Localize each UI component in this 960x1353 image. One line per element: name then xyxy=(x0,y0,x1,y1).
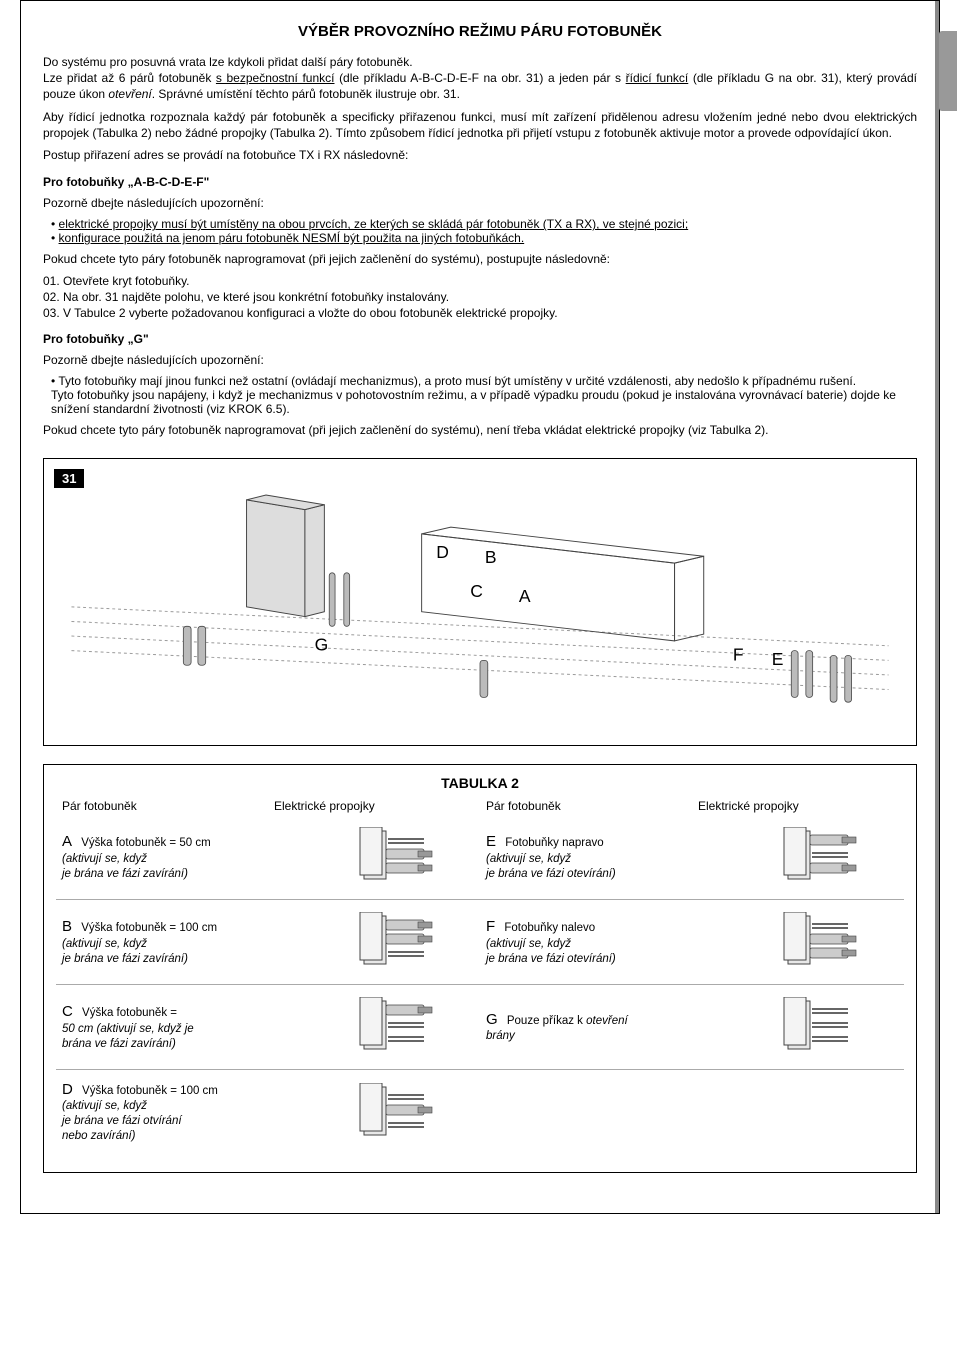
intro-paragraph-2: Aby řídicí jednotka rozpoznala každý pár… xyxy=(43,109,917,141)
sub1-b1-text: elektrické propojky musí být umístěny na… xyxy=(59,217,689,231)
sub2-bullet-1: Tyto fotobuňky mají jinou funkci než ost… xyxy=(51,374,917,416)
jumper-icon xyxy=(315,912,480,971)
subsection-abcdef-title: Pro fotobuňky „A-B-C-D-E-F" xyxy=(43,175,917,189)
table-row: A Výška fotobuněk = 50 cm(aktivují se, k… xyxy=(56,815,904,900)
fig-label-C: C xyxy=(470,581,483,601)
figure-31: 31 xyxy=(43,458,917,746)
intro-1a: Do systému pro posuvná vrata lze kdykoli… xyxy=(43,55,413,69)
fig-label-F: F xyxy=(733,644,744,664)
intro-paragraph-1: Do systému pro posuvná vrata lze kdykoli… xyxy=(43,54,917,103)
sub1-p2: Pokud chcete tyto páry fotobuněk naprogr… xyxy=(43,251,917,267)
th-pair-right: Pár fotobuněk xyxy=(480,797,692,815)
table-2-title: TABULKA 2 xyxy=(56,775,904,791)
page: VÝBĚR PROVOZNÍHO REŽIMU PÁRU FOTOBUNĚK D… xyxy=(20,0,940,1214)
jumper-icon xyxy=(739,827,904,886)
intro-1-i1: otevření xyxy=(108,87,151,101)
th-pair-left: Pár fotobuněk xyxy=(56,797,268,815)
sub2-b1a: Tyto fotobuňky mají jinou funkci než ost… xyxy=(58,374,856,388)
sub1-bullet-2: konfigurace použitá na jenom páru fotobu… xyxy=(51,231,917,245)
sub1-step-2: 02. Na obr. 31 najděte polohu, ve které … xyxy=(43,290,917,304)
sub1-lead: Pozorně dbejte následujících upozornění: xyxy=(43,195,917,211)
fig-label-A: A xyxy=(519,586,531,606)
pair-cell: E Fotobuňky napravo(aktivují se, kdyžje … xyxy=(480,832,739,881)
sub1-bullet-1: elektrické propojky musí být umístěny na… xyxy=(51,217,917,231)
fig-label-E: E xyxy=(772,649,784,669)
fig-label-B: B xyxy=(485,547,497,567)
jumper-icon xyxy=(315,827,480,886)
pair-cell: B Výška fotobuněk = 100 cm(aktivují se, … xyxy=(56,917,315,966)
sub2-b1b: Tyto fotobuňky jsou napájeny, i když je … xyxy=(51,388,896,416)
sub2-bullets: Tyto fotobuňky mají jinou funkci než ost… xyxy=(51,374,917,416)
jumper-icon xyxy=(315,1083,480,1142)
intro-1-u2: řídicí funkcí xyxy=(626,71,689,85)
table-row: C Výška fotobuněk =50 cm (aktivují se, k… xyxy=(56,985,904,1070)
pair-cell: A Výška fotobuněk = 50 cm(aktivují se, k… xyxy=(56,832,315,881)
table-rows-container: A Výška fotobuněk = 50 cm(aktivují se, k… xyxy=(56,815,904,1154)
table-header-row: Pár fotobuněk Elektrické propojky Pár fo… xyxy=(56,797,904,815)
figure-31-svg: D B C A G F E xyxy=(52,467,908,737)
sub1-step-3: 03. V Tabulce 2 vyberte požadovanou konf… xyxy=(43,306,917,320)
side-tab xyxy=(939,31,957,111)
intro-paragraph-3: Postup přiřazení adres se provádí na fot… xyxy=(43,147,917,163)
page-title: VÝBĚR PROVOZNÍHO REŽIMU PÁRU FOTOBUNĚK xyxy=(43,23,917,40)
fig-label-G: G xyxy=(315,635,329,655)
intro-1b: Lze přidat až 6 párů fotobuněk xyxy=(43,71,216,85)
pair-cell: F Fotobuňky nalevo(aktivují se, kdyžje b… xyxy=(480,917,739,966)
intro-1c: (dle příkladu A-B-C-D-E-F na obr. 31) a … xyxy=(334,71,625,85)
intro-1-u1: s bezpečnostní funkcí xyxy=(216,71,335,85)
sub2-lead: Pozorně dbejte následujících upozornění: xyxy=(43,352,917,368)
table-row: B Výška fotobuněk = 100 cm(aktivují se, … xyxy=(56,900,904,985)
sub2-p2: Pokud chcete tyto páry fotobuněk naprogr… xyxy=(43,422,917,438)
table-row: D Výška fotobuněk = 100 cm(aktivují se, … xyxy=(56,1070,904,1154)
jumper-icon xyxy=(739,912,904,971)
fig-label-D: D xyxy=(436,542,449,562)
th-jumper-right: Elektrické propojky xyxy=(692,797,904,815)
sub1-step-1: 01. Otevřete kryt fotobuňky. xyxy=(43,274,917,288)
pair-cell: D Výška fotobuněk = 100 cm(aktivují se, … xyxy=(56,1080,315,1144)
jumper-icon xyxy=(315,997,480,1056)
pair-cell: C Výška fotobuněk =50 cm (aktivují se, k… xyxy=(56,1002,315,1051)
figure-number-badge: 31 xyxy=(54,469,84,488)
subsection-g-title: Pro fotobuňky „G" xyxy=(43,332,917,346)
table-2: TABULKA 2 Pár fotobuněk Elektrické propo… xyxy=(43,764,917,1173)
pair-cell: G Pouze příkaz k otevřeníbrány xyxy=(480,1010,739,1044)
sub1-bullets: elektrické propojky musí být umístěny na… xyxy=(51,217,917,245)
th-jumper-left: Elektrické propojky xyxy=(268,797,480,815)
sub1-steps: 01. Otevřete kryt fotobuňky. 02. Na obr.… xyxy=(43,274,917,320)
intro-1e: . Správné umístění těchto párů fotobuněk… xyxy=(152,87,460,101)
sub1-b2-text: konfigurace použitá na jenom páru fotobu… xyxy=(59,231,525,245)
jumper-icon xyxy=(739,997,904,1056)
